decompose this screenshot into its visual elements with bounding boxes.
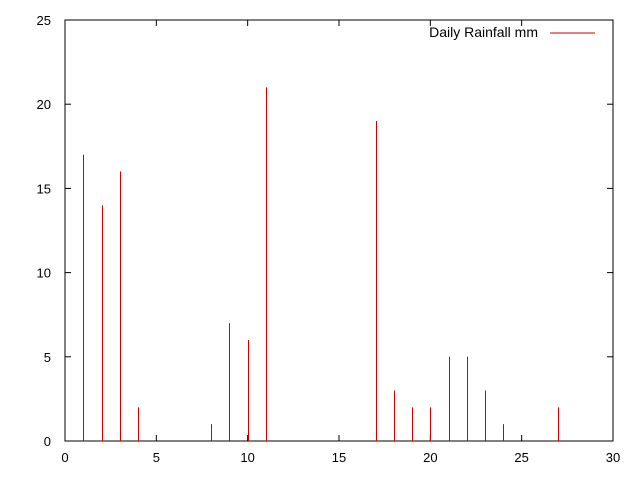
- impulse-series: [83, 87, 559, 441]
- x-tick-label: 0: [61, 450, 68, 465]
- x-tick-label: 25: [514, 450, 528, 465]
- legend-label: Daily Rainfall mm: [429, 24, 538, 40]
- y-tick-label: 15: [37, 181, 51, 196]
- y-tick-label: 20: [37, 97, 51, 112]
- plot-frame: [64, 19, 614, 442]
- x-tick-label: 15: [332, 450, 346, 465]
- x-tick-label: 5: [153, 450, 160, 465]
- y-tick-label: 10: [37, 266, 51, 281]
- y-tick-label: 0: [44, 434, 51, 449]
- legend: Daily Rainfall mm: [429, 24, 595, 40]
- axis-ticks: 0 5 10 15 20 25 30 0 5 10 15 20 25: [37, 13, 621, 465]
- x-tick-label: 10: [240, 450, 254, 465]
- x-tick-label: 30: [606, 450, 620, 465]
- y-tick-label: 25: [37, 13, 51, 28]
- y-tick-label: 5: [44, 350, 51, 365]
- x-tick-label: 20: [423, 450, 437, 465]
